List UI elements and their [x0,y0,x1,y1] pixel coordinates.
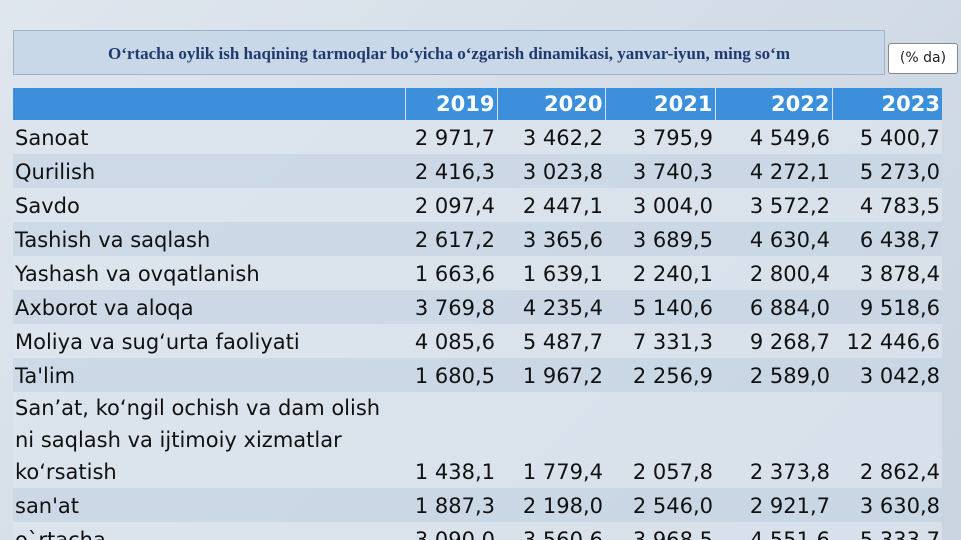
value-cell: 4 085,6 [405,324,497,358]
value-cell: 3 090,0 [405,522,497,540]
sector-label: Yashash va ovqatlanish [13,256,405,290]
value-cell: 2 971,7 [405,120,497,154]
unit-label: (% da) [888,43,958,74]
table-row: Ta'lim 1 680,5 1 967,2 2 256,9 2 589,0 3 042,… [13,358,942,392]
value-cell: 12 446,6 [832,324,942,358]
value-cell: 3 689,5 [605,222,715,256]
value-cell: 4 272,1 [715,154,832,188]
header-row: 2019 2020 2021 2022 2023 [13,88,942,120]
sector-label: Tashish va saqlash [13,222,405,256]
value-cell: 3 365,6 [497,222,605,256]
table-row: Sanoat 2 971,7 3 462,2 3 795,9 4 549,6 5 400,… [13,120,942,154]
value-cell: 2 057,8 [605,392,715,488]
value-cell: 3 042,8 [832,358,942,392]
value-cell: 2 256,9 [605,358,715,392]
value-cell: 6 438,7 [832,222,942,256]
year-header: 2022 [714,88,832,120]
value-cell: 2 546,0 [605,488,715,522]
value-cell: 2 416,3 [405,154,497,188]
value-cell: 3 795,9 [605,120,715,154]
value-cell: 2 617,2 [405,222,497,256]
table-row: Tashish va saqlash 2 617,2 3 365,6 3 689,5 4… [13,222,942,256]
value-cell: 3 630,8 [832,488,942,522]
value-cell: 2 589,0 [715,358,832,392]
value-cell: 5 333,7 [832,522,942,540]
table-row: Qurilish 2 416,3 3 023,8 3 740,3 4 272,1 5 27… [13,154,942,188]
value-cell: 3 740,3 [605,154,715,188]
sector-label: Axborot va aloqa [13,290,405,324]
value-cell: 6 884,0 [715,290,832,324]
value-cell: 3 968,5 [605,522,715,540]
value-cell: 1 663,6 [405,256,497,290]
value-cell: 4 783,5 [832,188,942,222]
table-row: San’at, ko‘ngil ochish va dam olish ni s… [13,392,942,488]
value-cell: 7 331,3 [605,324,715,358]
sector-label: Savdo [13,188,405,222]
sector-label: Qurilish [13,154,405,188]
value-cell: 2 862,4 [832,392,942,488]
sector-label: Ta'lim [13,358,405,392]
sector-label: San’at, ko‘ngil ochish va dam olish ni s… [13,392,405,488]
value-cell: 4 551,6 [715,522,832,540]
table-title: O‘rtacha oylik ish haqining tarmoqlar bo… [13,30,885,75]
year-header: 2023 [831,88,942,120]
value-cell: 3 462,2 [497,120,605,154]
value-cell: 4 235,4 [497,290,605,324]
header-cell [13,88,405,120]
value-cell: 3 023,8 [497,154,605,188]
value-cell: 5 273,0 [832,154,942,188]
value-cell: 2 240,1 [605,256,715,290]
value-cell: 2 800,4 [715,256,832,290]
value-cell: 1 680,5 [405,358,497,392]
table-row: Axborot va aloqa 3 769,8 4 235,4 5 140,6 6 8… [13,290,942,324]
year-header: 2019 [404,88,497,120]
value-cell: 2 097,4 [405,188,497,222]
sector-label: san'at [13,488,405,522]
value-cell: 3 004,0 [605,188,715,222]
value-cell: 9 518,6 [832,290,942,324]
year-header: 2020 [496,88,605,120]
value-cell: 1 438,1 [405,392,497,488]
data-table: 2019 2020 2021 2022 2023 Sanoat 2 971,7 3 462,… [13,88,942,540]
table-row: Yashash va ovqatlanish 1 663,6 1 639,1 2 24… [13,256,942,290]
value-cell: 1 779,4 [497,392,605,488]
sector-label: Moliya va sug‘urta faoliyati [13,324,405,358]
sector-label: o`rtacha [13,522,405,540]
value-cell: 5 400,7 [832,120,942,154]
value-cell: 1 887,3 [405,488,497,522]
value-cell: 3 769,8 [405,290,497,324]
value-cell: 1 639,1 [497,256,605,290]
value-cell: 4 549,6 [715,120,832,154]
value-cell: 2 447,1 [497,188,605,222]
value-cell: 5 487,7 [497,324,605,358]
value-cell: 4 630,4 [715,222,832,256]
value-cell: 9 268,7 [715,324,832,358]
value-cell: 2 373,8 [715,392,832,488]
value-cell: 3 878,4 [832,256,942,290]
value-cell: 5 140,6 [605,290,715,324]
table-row: Moliya va sug‘urta faoliyati 4 085,6 5 487… [13,324,942,358]
year-header: 2021 [604,88,715,120]
value-cell: 2 198,0 [497,488,605,522]
table-row: o`rtacha 3 090,0 3 560,6 3 968,5 4 551,6 5 33… [13,522,942,540]
value-cell: 1 967,2 [497,358,605,392]
value-cell: 3 572,2 [715,188,832,222]
sector-label: Sanoat [13,120,405,154]
value-cell: 3 560,6 [497,522,605,540]
table-row: Savdo 2 097,4 2 447,1 3 004,0 3 572,2 4 783,5 [13,188,942,222]
table-row: san'at 1 887,3 2 198,0 2 546,0 2 921,7 3 630,… [13,488,942,522]
value-cell: 2 921,7 [715,488,832,522]
